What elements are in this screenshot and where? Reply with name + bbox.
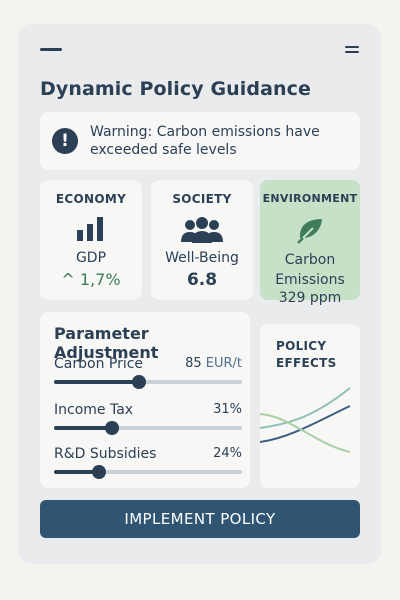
wellbeing-label: Well-Being [165, 250, 239, 266]
economy-title: ECONOMY [55, 192, 127, 206]
income-tax-slider[interactable] [54, 421, 242, 435]
effects-line-3 [260, 413, 351, 453]
effects-line-chart [260, 387, 351, 453]
society-card[interactable]: SOCIETY Well-Being 6.8 [151, 180, 253, 300]
effects-line-1 [260, 387, 351, 429]
people-icon [180, 216, 224, 248]
rd-subsidies-handle[interactable] [92, 465, 107, 479]
parameter-title: Parameter Adjustment [54, 324, 159, 362]
policy-effects-panel: POLICY EFFECTS [260, 324, 360, 488]
bar-chart-icon [75, 216, 107, 246]
exclamation-icon: ! [52, 128, 78, 154]
implement-policy-button[interactable]: IMPLEMENT POLICY [40, 500, 360, 538]
society-title: SOCIETY [172, 192, 232, 206]
carbon-label: Carbon Emissions [275, 252, 345, 288]
warning-banner: ! Warning: Carbon emissions have exceede… [40, 112, 360, 170]
rd-subsidies-label: R&D Subsidies [54, 446, 157, 462]
leaf-icon [295, 216, 325, 250]
gdp-value: ^ 1,7% [61, 270, 121, 289]
carbon-price-label: Carbon Price [54, 356, 144, 372]
carbon-value: 329 ppm [278, 290, 342, 306]
menu-icon[interactable] [40, 48, 62, 51]
carbon-price-control: Carbon Price 85 EUR/t [54, 356, 242, 396]
rd-subsidies-value: 24% [213, 446, 242, 461]
effects-line-2 [260, 405, 351, 443]
options-icon[interactable] [345, 46, 359, 54]
page-title: Dynamic Policy Guidance [40, 78, 311, 100]
carbon-price-value: 85 EUR/t [185, 356, 242, 371]
carbon-price-slider[interactable] [54, 375, 242, 389]
warning-text: Warning: Carbon emissions have exceeded … [90, 124, 320, 158]
carbon-price-handle[interactable] [131, 375, 146, 389]
environment-title: ENVIRONMENT [262, 192, 358, 205]
wellbeing-value: 6.8 [186, 270, 218, 290]
economy-card[interactable]: ECONOMY GDP ^ 1,7% [40, 180, 142, 300]
income-tax-handle[interactable] [105, 421, 120, 435]
income-tax-control: Income Tax 31% [54, 402, 242, 442]
gdp-label: GDP [75, 250, 107, 266]
policy-effects-title: POLICY EFFECTS [276, 339, 337, 370]
income-tax-value: 31% [213, 402, 242, 417]
parameter-panel: Parameter Adjustment Carbon Price 85 EUR… [40, 312, 250, 488]
top-bar [40, 46, 359, 56]
income-tax-label: Income Tax [54, 402, 134, 418]
environment-card[interactable]: ENVIRONMENT Carbon Emissions 329 ppm [260, 180, 360, 306]
app-window: Dynamic Policy Guidance ! Warning: Carbo… [18, 24, 381, 564]
rd-subsidies-slider[interactable] [54, 465, 242, 479]
rd-subsidies-control: R&D Subsidies 24% [54, 446, 242, 486]
